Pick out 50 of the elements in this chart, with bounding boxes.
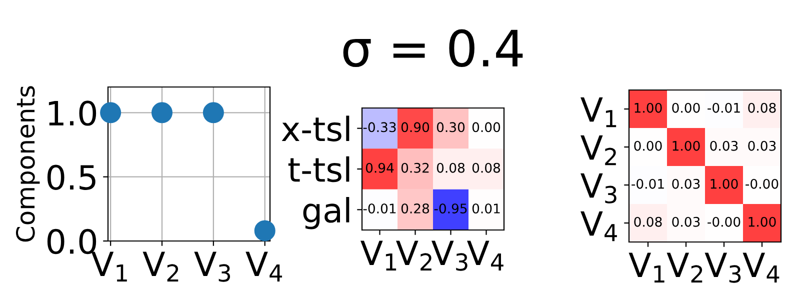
y-tick-label: 1.0	[48, 100, 96, 126]
y-tick-label: V$_{4}$	[580, 211, 617, 242]
data-label: 0.90	[401, 122, 430, 132]
x-tick-label: V$_{2}$	[666, 252, 702, 282]
x-tick-label: V$_{3}$	[704, 252, 741, 283]
data-label: 0.00	[634, 140, 662, 151]
y-axis-title: Components	[16, 86, 40, 242]
y-tick-label: 0.5	[47, 164, 96, 190]
data-label: -0.01	[632, 178, 664, 189]
chart-title: σ = 0.4	[343, 29, 523, 68]
y-tick-label: gal	[303, 197, 350, 230]
y-tick-label: t-tsl	[288, 156, 350, 182]
data-label: 0.30	[436, 122, 465, 132]
data-label: 0.08	[748, 102, 776, 113]
data-label: 0.08	[436, 162, 465, 173]
data-label: 1.00	[634, 102, 662, 113]
data-label: 0.00	[672, 102, 700, 113]
x-tick-label: V$_{2}$	[142, 252, 178, 282]
data-label: 0.00	[472, 122, 500, 132]
data-label: 0.03	[672, 178, 700, 189]
x-tick-label: V$_{3}$	[194, 252, 230, 282]
data-label: 0.08	[634, 216, 662, 227]
x-tick-label: V$_{3}$	[432, 240, 468, 271]
data-label: 0.03	[672, 216, 700, 227]
data-label: -0.33	[363, 122, 396, 132]
y-tick-label: V$_{1}$	[580, 97, 616, 128]
data-label: 1.00	[748, 216, 776, 227]
y-tick-label: V$_{3}$	[580, 173, 616, 204]
data-label: 0.08	[472, 162, 500, 173]
data-label: -0.00	[746, 178, 778, 189]
x-tick-label: V$_{2}$	[396, 240, 432, 270]
data-label: -0.01	[363, 204, 396, 214]
data-label: -0.95	[434, 204, 467, 214]
data-label: 0.94	[366, 162, 394, 173]
y-tick-label: V$_{2}$	[580, 135, 616, 166]
x-tick-label: V$_{4}$	[742, 252, 780, 282]
data-label: -0.00	[708, 216, 740, 227]
x-tick-label: V$_{1}$	[628, 252, 664, 282]
data-label: 1.00	[672, 140, 700, 151]
x-tick-label: V$_{4}$	[467, 240, 504, 270]
data-label: 0.32	[401, 162, 429, 173]
y-tick-label: x-tsl	[282, 116, 350, 142]
data-label: -0.01	[708, 102, 740, 113]
x-tick-label: V$_{4}$	[246, 252, 282, 282]
data-label: 0.01	[472, 204, 500, 214]
x-tick-label: V$_{1}$	[360, 240, 396, 270]
data-label: 0.03	[710, 140, 738, 151]
data-label: 0.28	[401, 204, 430, 214]
data-label: 1.00	[710, 178, 738, 189]
data-label: 0.03	[748, 140, 776, 151]
